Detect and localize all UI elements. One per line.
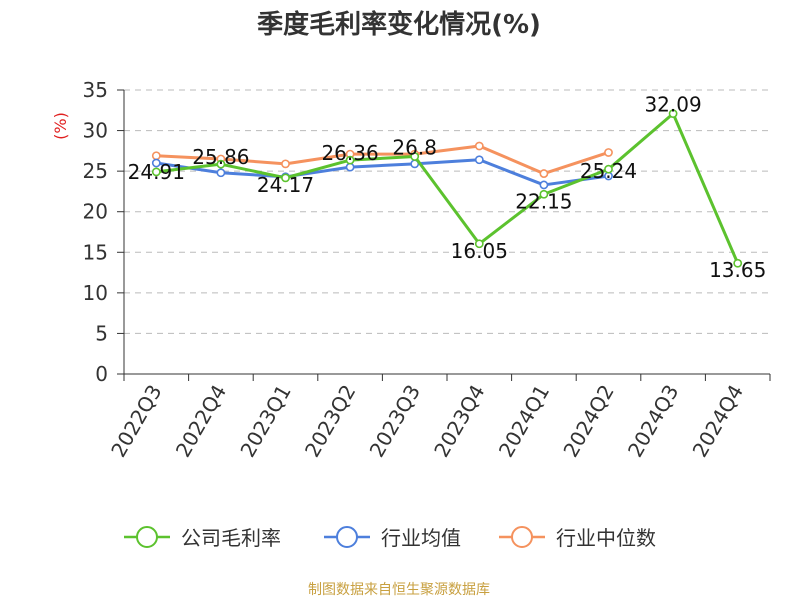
data-point <box>151 158 161 168</box>
grid-lines <box>124 89 770 334</box>
data-point <box>410 152 420 161</box>
data-label: 26.8 <box>392 136 437 160</box>
data-point <box>604 164 613 174</box>
data-point <box>216 168 226 178</box>
data-point <box>668 109 678 119</box>
data-point <box>281 173 290 183</box>
y-tick-label: 0 <box>95 362 108 386</box>
data-labels: 24.91 25.86 24.17 26.36 26.8 16.05 22.15 25.24 3… <box>128 93 767 283</box>
data-point <box>733 258 743 268</box>
y-tick-label: 10 <box>83 281 108 305</box>
x-tick-label: 2022Q4 <box>171 381 231 462</box>
legend-item[interactable]: 行业中位数 <box>499 526 656 550</box>
data-label: 25.24 <box>580 159 637 183</box>
legend: 公司毛利率 行业均值 行业中位数 <box>124 526 656 550</box>
x-tick-label: 2023Q2 <box>300 381 360 462</box>
data-point <box>281 159 290 169</box>
data-point <box>474 141 484 151</box>
legend-item[interactable]: 行业均值 <box>324 526 461 550</box>
chart-title: 季度毛利率变化情况(%) <box>257 9 541 40</box>
y-tick-label: 30 <box>83 119 108 143</box>
x-tick-label: 2024Q1 <box>494 381 554 462</box>
data-point <box>345 155 355 165</box>
data-label: 25.86 <box>192 145 249 169</box>
data-point <box>151 151 161 161</box>
data-point <box>474 155 484 165</box>
data-point <box>539 189 549 199</box>
x-tick-label: 2024Q2 <box>558 381 618 462</box>
x-tick-label: 2023Q1 <box>235 381 295 462</box>
legend-marker <box>336 526 358 548</box>
data-point <box>539 180 549 190</box>
data-point <box>151 167 161 177</box>
legend-marker <box>136 526 158 548</box>
legend-label: 公司毛利率 <box>181 526 281 550</box>
y-tick-label: 20 <box>83 200 108 224</box>
data-label: 16.05 <box>451 239 508 263</box>
x-tick-label: 2024Q3 <box>623 381 683 462</box>
y-tick-label: 25 <box>83 159 108 183</box>
series-line <box>156 144 609 176</box>
data-label: 24.17 <box>257 173 314 197</box>
y-tick-label: 35 <box>83 78 108 102</box>
data-point <box>474 239 484 249</box>
x-tick-label: 2023Q4 <box>429 381 489 462</box>
data-label: 22.15 <box>515 189 572 213</box>
source-footer: 制图数据来自恒生聚源数据库 <box>308 582 490 598</box>
y-axis-unit-label: (%) <box>51 112 70 140</box>
y-tick-label: 5 <box>95 321 108 345</box>
y-tick-label: 15 <box>83 240 108 264</box>
x-tick-label: 2024Q4 <box>688 381 748 462</box>
data-label: 32.09 <box>644 93 701 117</box>
legend-label: 行业均值 <box>381 526 461 550</box>
data-label: 26.36 <box>321 141 378 165</box>
data-point <box>216 159 226 169</box>
data-label: 24.91 <box>128 160 185 184</box>
legend-item[interactable]: 公司毛利率 <box>124 526 281 550</box>
data-point <box>539 169 549 178</box>
series-lines <box>151 109 743 268</box>
series-line <box>156 112 740 264</box>
legend-label: 行业中位数 <box>556 526 656 550</box>
x-tick-label: 2022Q3 <box>106 381 166 462</box>
data-point <box>604 148 613 157</box>
x-tick-label: 2023Q3 <box>365 381 425 462</box>
legend-marker <box>511 526 533 548</box>
data-label: 13.65 <box>709 258 766 282</box>
series-line <box>156 158 609 187</box>
